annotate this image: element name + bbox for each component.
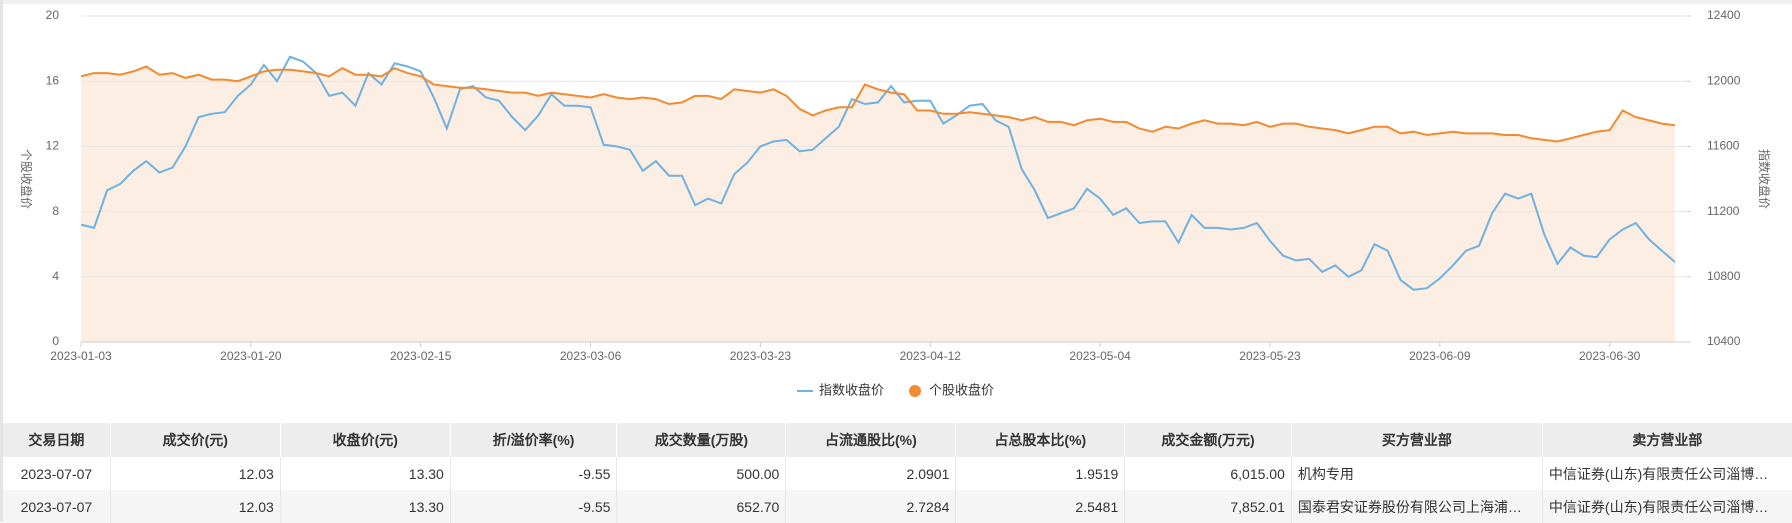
x-tick-label: 2023-02-15 <box>390 349 452 363</box>
table-cell: 中信证券(山东)有限责任公司淄博… <box>1542 490 1792 523</box>
y-tick-label: 0 <box>52 334 59 348</box>
table-cell: 12.03 <box>110 490 281 523</box>
line <box>80 55 1676 291</box>
y-tick-label: 4 <box>52 269 59 283</box>
y-tick-label: 16 <box>46 73 60 87</box>
table-cell: 652.70 <box>616 490 787 523</box>
table-cell: 1.9519 <box>955 457 1126 490</box>
table-cell: 中信证券(山东)有限责任公司淄博… <box>1542 457 1792 490</box>
x-tick-label: 2023-05-04 <box>1069 349 1131 363</box>
x-tick-label: 2023-01-20 <box>220 349 282 363</box>
table-row: 2023-07-07 12.03 13.30 -9.55 652.70 2.7284 2.5… <box>3 490 1792 523</box>
column-header: 成交金额(万元) <box>1124 423 1292 457</box>
column-header: 占总股本比(%) <box>955 423 1126 457</box>
column-header: 成交价(元) <box>110 423 281 457</box>
y2-tick-label: 10400 <box>1707 334 1741 348</box>
x-tick-label: 2023-06-09 <box>1409 349 1471 363</box>
y2-tick-label: 11600 <box>1707 139 1740 153</box>
table-cell: 500.00 <box>616 457 787 490</box>
x-tick-label: 2023-03-23 <box>730 349 792 363</box>
y-tick-label: 20 <box>46 8 60 22</box>
x-tick-label: 2023-04-12 <box>900 349 962 363</box>
y-tick-label: 12 <box>46 139 60 153</box>
column-header: 占流通股比(%) <box>785 423 957 457</box>
x-tick-label: 2023-05-23 <box>1239 349 1301 363</box>
y2-tick-label: 11200 <box>1707 204 1740 218</box>
column-header: 交易日期 <box>3 423 111 457</box>
table-cell: -9.55 <box>450 457 618 490</box>
table-cell: 12.03 <box>110 457 281 490</box>
line <box>80 65 1676 143</box>
column-header: 买方营业部 <box>1291 423 1543 457</box>
area <box>81 66 1675 342</box>
table-cell: 2023-07-07 <box>3 457 111 490</box>
table-cell: 7,852.01 <box>1124 490 1292 523</box>
table-cell: 2.5481 <box>955 490 1126 523</box>
y2-tick-label: 12400 <box>1707 8 1741 22</box>
y-tick-label: 8 <box>52 204 59 218</box>
x-tick-label: 2023-03-06 <box>560 349 622 363</box>
column-header: 折/溢价率(%) <box>450 423 618 457</box>
y-axis-label: 个股收盘价 <box>19 149 34 209</box>
x-tick-label: 2023-01-03 <box>50 349 112 363</box>
table-cell: 2.7284 <box>785 490 957 523</box>
column-header: 成交数量(万股) <box>616 423 787 457</box>
table-cell: 2023-07-07 <box>3 490 111 523</box>
chart: 个股收盘价 指数收盘价 0 4 8 12 16 20 10400 10800 11200 1160… <box>19 8 1772 397</box>
table-cell: 机构专用 <box>1291 457 1543 490</box>
trade-table: 交易日期 成交价(元) 收盘价(元) 折/溢价率(%) 成交数量(万股) 占流通股比(%)… <box>3 423 1792 523</box>
table-row: 2023-07-07 12.03 13.30 -9.55 500.00 2.0901 1.9… <box>3 457 1792 490</box>
top-bar <box>3 0 1792 4</box>
legend-label: 个股收盘价 <box>929 382 994 397</box>
legend-swatch <box>909 385 921 397</box>
table-cell: 6,015.00 <box>1124 457 1292 490</box>
table-cell: 2.0901 <box>785 457 957 490</box>
table-cell: -9.55 <box>450 490 618 523</box>
table-cell: 国泰君安证券股份有限公司上海浦… <box>1291 490 1543 523</box>
column-header: 卖方营业部 <box>1542 423 1792 457</box>
table-cell: 13.30 <box>280 457 451 490</box>
x-tick-label: 2023-06-30 <box>1579 349 1641 363</box>
legend-label: 指数收盘价 <box>819 382 884 397</box>
column-header: 收盘价(元) <box>280 423 451 457</box>
y2-tick-label: 10800 <box>1707 269 1741 283</box>
table-cell: 13.30 <box>280 490 451 523</box>
y2-tick-label: 12000 <box>1707 73 1741 87</box>
y2-axis-label: 指数收盘价 <box>1757 149 1772 209</box>
